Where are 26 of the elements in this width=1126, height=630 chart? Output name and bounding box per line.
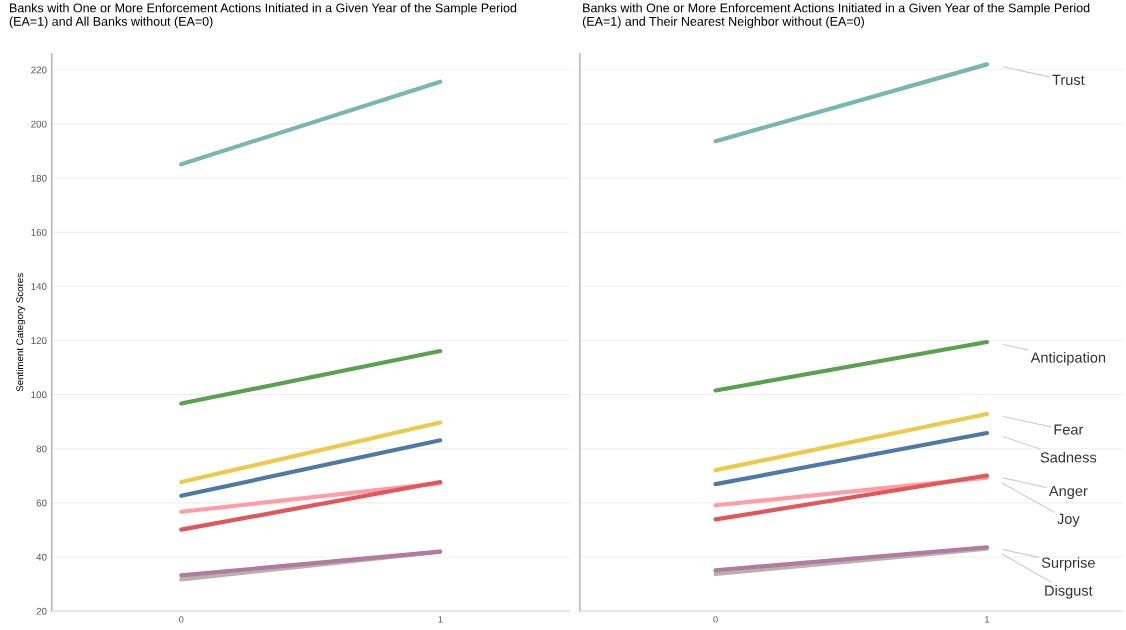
y-tick-label: 60 [36, 499, 47, 507]
y-tick-label: 180 [31, 174, 47, 182]
text: Disgust [1045, 585, 1093, 599]
text: Anger [1048, 485, 1088, 500]
y-tick-label: 220 [31, 66, 47, 74]
y-tick-label: 160 [31, 228, 47, 236]
y-tick-label: 40 [36, 553, 47, 561]
x-tick-label: 0 [179, 616, 184, 623]
y-tick-label: 100 [31, 391, 47, 399]
y-tick-label: 200 [31, 120, 47, 128]
text: Joy [1057, 513, 1080, 527]
text: Surprise [1041, 557, 1095, 571]
chart-title: Banks with One or More Enforcement Actions Initiated in a Given Year of the Sample Period (EA=1) and All Banks without (EA=0) [9, 3, 517, 29]
y-tick-label: 80 [36, 445, 47, 453]
text: Fear [1054, 424, 1084, 435]
text: Trust [1052, 74, 1085, 86]
y-tick-label: 140 [31, 283, 47, 290]
x-tick-label: 1 [985, 616, 990, 623]
text: Sadness [1040, 451, 1097, 463]
x-tick-label: 0 [713, 616, 718, 623]
y-axis-title: Sentiment Category Scores [16, 273, 26, 392]
y-tick-label: 120 [31, 337, 47, 345]
y-tick-label: 20 [36, 607, 47, 615]
text: Anticipation [1030, 352, 1106, 366]
chart-title: Banks with One or More Enforcement Actions Initiated in a Given Year of the Sample Period (EA=1) and Their Nearest Neighbor without (EA=0) [582, 3, 1090, 29]
x-tick-label: 1 [438, 616, 443, 623]
